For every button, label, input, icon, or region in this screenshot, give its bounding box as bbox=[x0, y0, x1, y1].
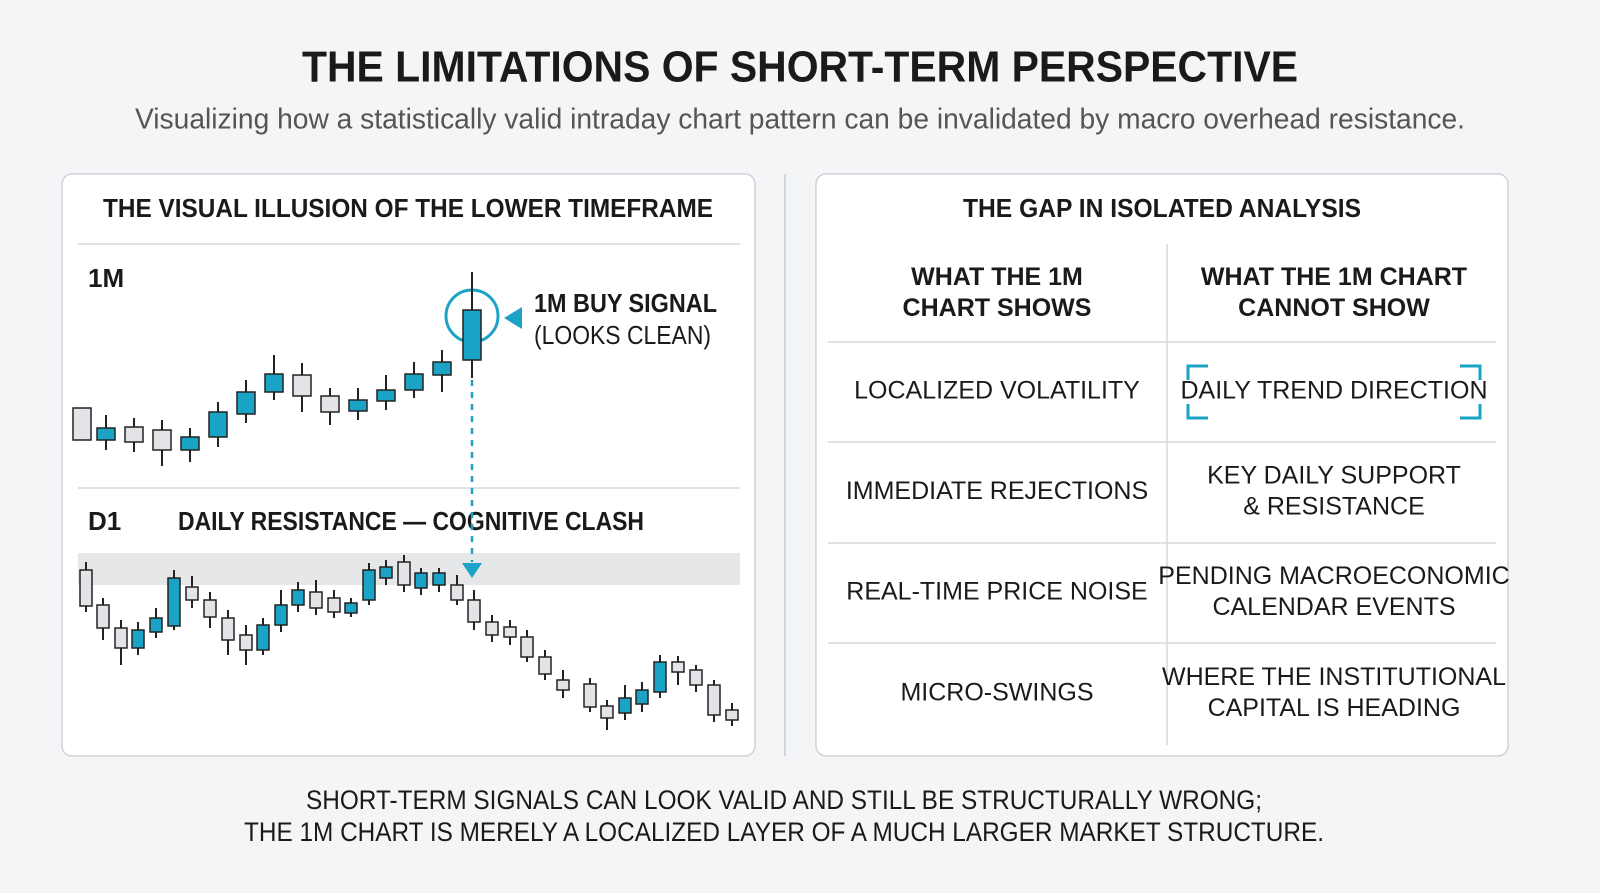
candle-body bbox=[653, 661, 667, 693]
footer-line: THE 1M CHART IS MERELY A LOCALIZED LAYER… bbox=[244, 817, 1324, 847]
candle-body bbox=[327, 597, 341, 613]
row-cannot-show: WHERE THE INSTITUTIONAL bbox=[1162, 663, 1506, 691]
row-cannot-show: CALENDAR EVENTS bbox=[1212, 593, 1455, 621]
candle-body bbox=[503, 626, 517, 638]
candle-body bbox=[79, 569, 93, 607]
candle-body bbox=[689, 669, 703, 686]
candle-body bbox=[707, 684, 721, 716]
candle-body bbox=[167, 577, 181, 627]
candle-body bbox=[274, 604, 288, 626]
candle-body bbox=[538, 656, 552, 675]
candle-body bbox=[485, 621, 499, 636]
candle-body bbox=[414, 572, 428, 589]
candle-body bbox=[185, 586, 199, 601]
highlight-bracket bbox=[1186, 364, 1482, 420]
candle-body bbox=[320, 395, 340, 413]
lower-title: DAILY RESISTANCE — COGNITIVE CLASH bbox=[178, 506, 644, 536]
title: THE LIMITATIONS OF SHORT-TERM PERSPECTIV… bbox=[302, 43, 1298, 92]
right-panel bbox=[815, 173, 1509, 757]
row-shows: IMMEDIATE REJECTIONS bbox=[846, 477, 1148, 505]
column-header: WHAT THE 1M bbox=[911, 263, 1083, 291]
candle-body bbox=[671, 661, 685, 673]
row-shows: LOCALIZED VOLATILITY bbox=[854, 377, 1140, 405]
candle-body bbox=[404, 373, 424, 391]
candle-body bbox=[203, 599, 217, 618]
candle-body bbox=[583, 683, 597, 708]
candle-body bbox=[309, 591, 323, 609]
lower-label: D1 bbox=[88, 506, 121, 536]
candle-body bbox=[520, 636, 534, 658]
candle-body bbox=[556, 679, 570, 691]
candle-body bbox=[432, 361, 452, 376]
candle-body bbox=[256, 624, 270, 651]
candle-body bbox=[264, 373, 284, 393]
subtitle: Visualizing how a statistically valid in… bbox=[135, 104, 1465, 136]
left-panel bbox=[61, 173, 756, 757]
signal-arrow bbox=[504, 307, 522, 329]
candle-body bbox=[291, 589, 305, 606]
row-cannot-show: DAILY TREND DIRECTION bbox=[1181, 377, 1488, 405]
candle-body bbox=[344, 602, 358, 614]
right-panel-title: THE GAP IN ISOLATED ANALYSIS bbox=[963, 193, 1361, 223]
row-cannot-show: KEY DAILY SUPPORT bbox=[1207, 462, 1461, 490]
candle-body bbox=[450, 584, 464, 601]
candle-body bbox=[462, 309, 482, 361]
candle-body bbox=[221, 617, 235, 641]
candle-body bbox=[292, 374, 312, 397]
candle-body bbox=[432, 572, 446, 586]
candle-body bbox=[96, 427, 116, 441]
candle-body bbox=[152, 429, 172, 451]
candle-body bbox=[397, 561, 411, 586]
candle-body bbox=[72, 407, 92, 441]
row-shows: MICRO-SWINGS bbox=[900, 679, 1093, 707]
candle-body bbox=[467, 599, 481, 623]
candle-body bbox=[131, 629, 145, 649]
candle-body bbox=[114, 627, 128, 649]
candle-body bbox=[379, 566, 393, 579]
candle-body bbox=[180, 436, 200, 451]
signal-note: (LOOKS CLEAN) bbox=[534, 320, 711, 350]
candle-body bbox=[124, 426, 144, 443]
candle-body bbox=[600, 705, 614, 719]
candle-body bbox=[635, 689, 649, 705]
row-cannot-show: CAPITAL IS HEADING bbox=[1208, 694, 1461, 722]
left-panel-title: THE VISUAL ILLUSION OF THE LOWER TIMEFRA… bbox=[103, 193, 713, 223]
candle-body bbox=[725, 709, 739, 721]
footer-line: SHORT-TERM SIGNALS CAN LOOK VALID AND ST… bbox=[306, 785, 1262, 815]
candle-body bbox=[236, 391, 256, 415]
column-header: CHART SHOWS bbox=[903, 294, 1092, 322]
candle-body bbox=[239, 634, 253, 651]
candle-body bbox=[96, 604, 110, 629]
row-cannot-show: & RESISTANCE bbox=[1243, 493, 1425, 521]
candle-body bbox=[618, 697, 632, 714]
projection-arrow bbox=[462, 563, 482, 578]
upper-label: 1M bbox=[88, 263, 124, 293]
row-shows: REAL-TIME PRICE NOISE bbox=[846, 578, 1147, 606]
candle-body bbox=[208, 411, 228, 438]
candle-body bbox=[149, 617, 163, 633]
row-cannot-show: PENDING MACROECONOMIC bbox=[1158, 562, 1509, 590]
signal-title: 1M BUY SIGNAL bbox=[534, 288, 717, 318]
column-header: CANNOT SHOW bbox=[1238, 294, 1430, 322]
candle-body bbox=[348, 399, 368, 412]
candle-body bbox=[376, 389, 396, 402]
column-header: WHAT THE 1M CHART bbox=[1201, 263, 1467, 291]
candle-body bbox=[362, 569, 376, 601]
